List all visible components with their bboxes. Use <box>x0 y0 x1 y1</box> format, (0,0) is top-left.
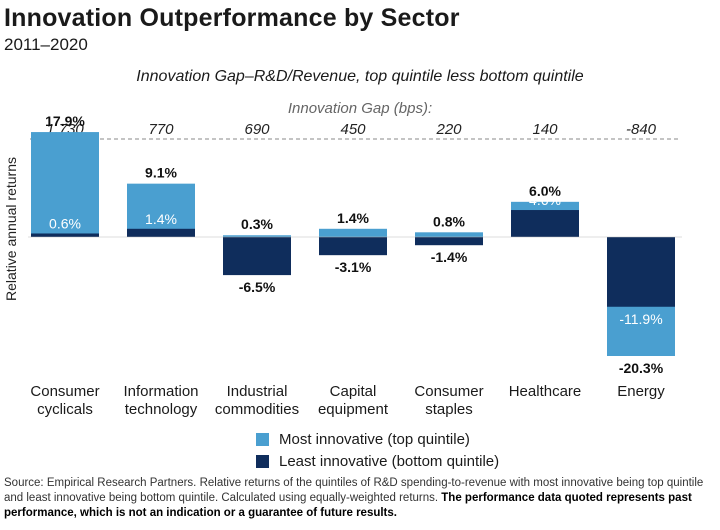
category-label-0-1: cyclicals <box>37 401 93 418</box>
gap-value-5: 140 <box>532 121 558 138</box>
gap-value-1: 770 <box>148 121 174 138</box>
bar-bottom-quintile-3 <box>319 237 387 256</box>
data-label-top-5: 6.0% <box>529 183 561 199</box>
data-label-bottom-6: -11.9% <box>619 311 662 327</box>
data-label-top-4: 0.8% <box>433 213 465 229</box>
category-label-2-1: commodities <box>215 401 299 418</box>
bar-top-quintile-3 <box>319 228 387 237</box>
category-label-6-0: Energy <box>617 383 665 400</box>
category-label-0-0: Consumer <box>30 383 99 400</box>
category-label-3-1: equipment <box>318 401 389 418</box>
data-label-bottom-2: -6.5% <box>239 279 276 295</box>
gap-value-4: 220 <box>435 121 462 138</box>
bar-bottom-quintile-0 <box>31 233 99 237</box>
legend-label-top-quintile: Most innovative (top quintile) <box>279 430 470 448</box>
source-note: Source: Empirical Research Partners. Rel… <box>4 476 716 521</box>
data-label-top-2: 0.3% <box>241 216 273 232</box>
gap-value-3: 450 <box>340 121 366 138</box>
legend-swatch-bottom-quintile <box>256 454 269 468</box>
data-label-top-6: -20.3% <box>619 360 664 376</box>
bar-top-quintile-4 <box>415 232 483 237</box>
bar-bottom-quintile-4 <box>415 237 483 246</box>
source-text: Source: Empirical Research Partners. Rel… <box>4 477 704 504</box>
data-label-bottom-0: 0.6% <box>49 215 81 231</box>
category-label-3-0: Capital <box>330 383 377 400</box>
legend-label-bottom-quintile: Least innovative (bottom quintile) <box>279 452 500 470</box>
category-label-5-0: Healthcare <box>509 383 582 400</box>
category-label-1-0: Information <box>123 383 198 400</box>
bar-bottom-quintile-1 <box>127 228 195 237</box>
category-label-4-1: staples <box>425 401 473 418</box>
data-label-bottom-1: 1.4% <box>145 211 177 227</box>
bar-bottom-quintile-6 <box>607 237 675 307</box>
bar-top-quintile-0 <box>31 132 99 237</box>
bar-top-quintile-2 <box>223 235 291 237</box>
gap-value-6: -840 <box>626 121 657 138</box>
chart-title: Innovation Gap–R&D/Revenue, top quintile… <box>136 68 584 85</box>
page-title: Innovation Outperformance by Sector <box>4 4 460 32</box>
legend: Most innovative (top quintile) Least inn… <box>256 428 499 472</box>
data-label-bottom-5: 4.6% <box>529 192 561 208</box>
category-label-1-1: technology <box>125 401 198 418</box>
legend-swatch-top-quintile <box>256 432 269 446</box>
bar-top-quintile-1 <box>127 183 195 237</box>
gap-value-2: 690 <box>244 121 270 138</box>
data-label-bottom-4: -1.4% <box>431 249 468 265</box>
bar-bottom-quintile-5 <box>511 210 579 237</box>
page-subtitle: 2011–2020 <box>4 35 88 54</box>
category-label-4-0: Consumer <box>414 383 483 400</box>
data-label-top-3: 1.4% <box>337 210 369 226</box>
legend-item-top-quintile: Most innovative (top quintile) <box>256 428 499 450</box>
legend-item-bottom-quintile: Least innovative (bottom quintile) <box>256 450 499 472</box>
category-label-2-0: Industrial <box>227 383 288 400</box>
performance-disclaimer: The performance data quoted represents p… <box>4 492 692 519</box>
gap-label: Innovation Gap (bps): <box>288 100 432 117</box>
data-label-top-0: 17.9% <box>45 113 85 129</box>
bar-bottom-quintile-2 <box>223 237 291 276</box>
y-axis-label: Relative annual returns <box>3 157 19 301</box>
data-label-bottom-3: -3.1% <box>335 259 372 275</box>
data-label-top-1: 9.1% <box>145 165 177 181</box>
